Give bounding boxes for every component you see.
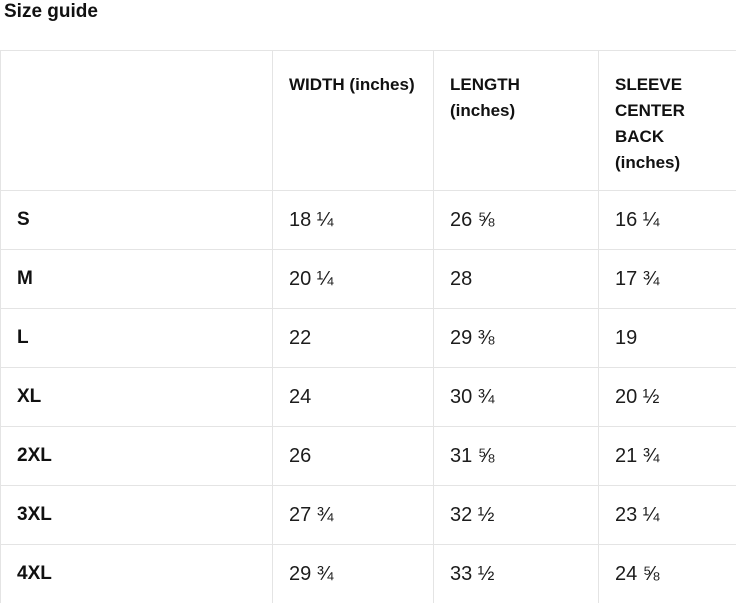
size-label: S — [0, 190, 273, 250]
table-row: XL 24 30 ¾ 20 ½ — [0, 367, 736, 427]
cell-width: 27 ¾ — [272, 485, 434, 545]
size-guide-table: WIDTH (inches) LENGTH (inches) SLEEVE CE… — [0, 50, 736, 603]
size-label: 4XL — [0, 544, 273, 603]
cell-sleeve-center-back: 23 ¼ — [598, 485, 736, 545]
size-label: 2XL — [0, 426, 273, 486]
table-row: 3XL 27 ¾ 32 ½ 23 ¼ — [0, 485, 736, 545]
cell-sleeve-center-back: 17 ¾ — [598, 249, 736, 309]
table-body: S 18 ¼ 26 ⅝ 16 ¼ M 20 ¼ 28 17 ¾ L 22 29 ⅜ 19 XL 24 30 … — [0, 190, 736, 603]
table-row: S 18 ¼ 26 ⅝ 16 ¼ — [0, 190, 736, 250]
column-header-width: WIDTH (inches) — [272, 50, 434, 191]
cell-length: 29 ⅜ — [433, 308, 599, 368]
cell-length: 30 ¾ — [433, 367, 599, 427]
cell-length: 31 ⅝ — [433, 426, 599, 486]
cell-length: 33 ½ — [433, 544, 599, 603]
cell-width: 24 — [272, 367, 434, 427]
cell-width: 26 — [272, 426, 434, 486]
size-label: 3XL — [0, 485, 273, 545]
table-header-row: WIDTH (inches) LENGTH (inches) SLEEVE CE… — [0, 50, 736, 191]
table-row: 2XL 26 31 ⅝ 21 ¾ — [0, 426, 736, 486]
size-label: L — [0, 308, 273, 368]
page-title: Size guide — [4, 1, 98, 22]
column-header-length: LENGTH (inches) — [433, 50, 599, 191]
size-label: XL — [0, 367, 273, 427]
cell-width: 22 — [272, 308, 434, 368]
table-row: 4XL 29 ¾ 33 ½ 24 ⅝ — [0, 544, 736, 603]
column-header-sleeve-center-back: SLEEVE CENTER BACK (inches) — [598, 50, 736, 191]
cell-length: 32 ½ — [433, 485, 599, 545]
table-row: L 22 29 ⅜ 19 — [0, 308, 736, 368]
column-header-size — [0, 50, 273, 191]
cell-sleeve-center-back: 16 ¼ — [598, 190, 736, 250]
cell-sleeve-center-back: 21 ¾ — [598, 426, 736, 486]
table-row: M 20 ¼ 28 17 ¾ — [0, 249, 736, 309]
cell-sleeve-center-back: 20 ½ — [598, 367, 736, 427]
cell-sleeve-center-back: 19 — [598, 308, 736, 368]
cell-length: 28 — [433, 249, 599, 309]
size-label: M — [0, 249, 273, 309]
cell-width: 18 ¼ — [272, 190, 434, 250]
cell-width: 20 ¼ — [272, 249, 434, 309]
cell-width: 29 ¾ — [272, 544, 434, 603]
cell-length: 26 ⅝ — [433, 190, 599, 250]
cell-sleeve-center-back: 24 ⅝ — [598, 544, 736, 603]
